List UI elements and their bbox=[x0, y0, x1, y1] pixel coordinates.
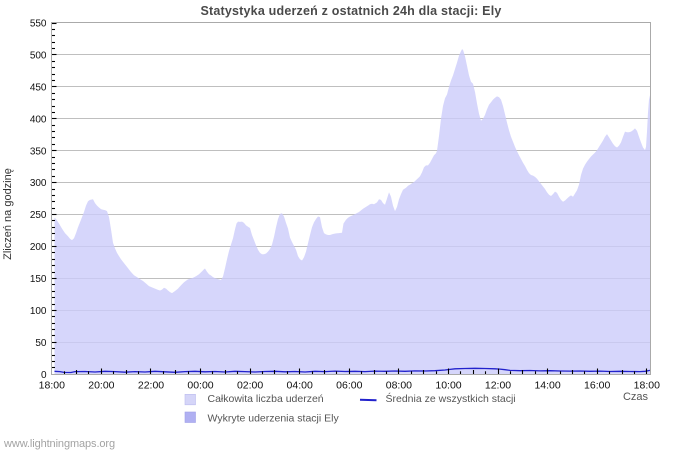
svg-text:50: 50 bbox=[35, 338, 47, 349]
svg-text:150: 150 bbox=[30, 274, 47, 285]
svg-text:22:00: 22:00 bbox=[138, 380, 164, 392]
svg-text:12:00: 12:00 bbox=[485, 380, 511, 392]
svg-text:100: 100 bbox=[30, 306, 47, 317]
svg-text:10:00: 10:00 bbox=[435, 380, 461, 392]
svg-text:400: 400 bbox=[30, 114, 47, 125]
svg-text:Całkowita liczba uderzeń: Całkowita liczba uderzeń bbox=[208, 393, 324, 405]
svg-text:Statystyka uderzeń z ostatnich: Statystyka uderzeń z ostatnich 24h dla s… bbox=[200, 4, 501, 18]
svg-text:Średnia ze wszystkich stacji: Średnia ze wszystkich stacji bbox=[386, 392, 516, 405]
svg-text:350: 350 bbox=[30, 146, 47, 157]
svg-text:08:00: 08:00 bbox=[386, 380, 412, 392]
svg-text:550: 550 bbox=[30, 19, 47, 30]
svg-text:500: 500 bbox=[30, 51, 47, 62]
svg-text:0: 0 bbox=[41, 370, 47, 381]
svg-text:200: 200 bbox=[30, 242, 47, 253]
svg-text:450: 450 bbox=[30, 83, 47, 94]
svg-text:300: 300 bbox=[30, 178, 47, 189]
svg-text:Czas: Czas bbox=[623, 391, 649, 403]
svg-text:02:00: 02:00 bbox=[237, 380, 263, 392]
svg-text:16:00: 16:00 bbox=[584, 380, 610, 392]
svg-text:250: 250 bbox=[30, 210, 47, 221]
svg-text:18:00: 18:00 bbox=[39, 380, 65, 392]
svg-text:20:00: 20:00 bbox=[88, 380, 114, 392]
svg-text:Zliczeń na godzinę: Zliczeń na godzinę bbox=[2, 168, 14, 260]
svg-text:04:00: 04:00 bbox=[287, 380, 313, 392]
svg-text:14:00: 14:00 bbox=[534, 380, 560, 392]
svg-text:06:00: 06:00 bbox=[336, 380, 362, 392]
svg-text:www.lightningmaps.org: www.lightningmaps.org bbox=[3, 438, 115, 450]
svg-text:Wykryte uderzenia stacji Ely: Wykryte uderzenia stacji Ely bbox=[208, 413, 340, 425]
svg-text:00:00: 00:00 bbox=[187, 380, 213, 392]
svg-text:18:00: 18:00 bbox=[634, 380, 660, 392]
